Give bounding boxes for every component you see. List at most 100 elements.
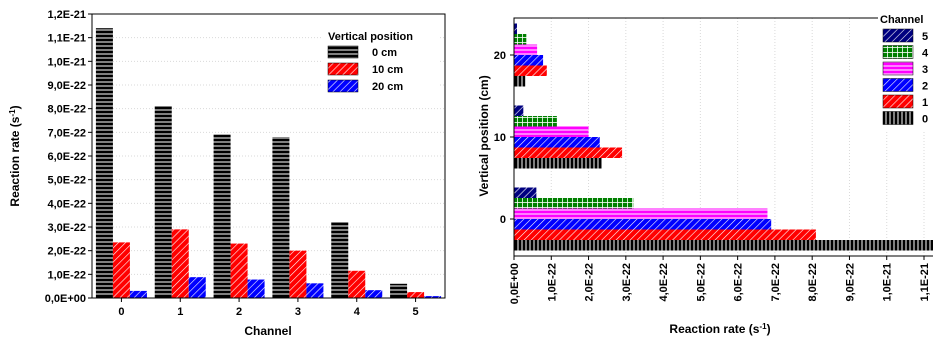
left-y-tick-label: 9,0E-22 xyxy=(47,80,86,92)
left-y-tick-label: 5,0E-22 xyxy=(47,175,86,187)
right-x-tick-label: 7,0E-22 xyxy=(770,263,782,302)
left-legend-label: 10 cm xyxy=(372,64,403,76)
left-x-tick-label: 4 xyxy=(354,306,361,318)
right-bar-ch1-pos10 xyxy=(514,147,623,158)
left-x-tick-label: 2 xyxy=(236,306,242,318)
right-y-ticks: 0 10 20 xyxy=(494,50,514,226)
left-bar-0cm-ch5 xyxy=(390,283,408,298)
right-x-tick-label: 9,0E-22 xyxy=(844,263,856,302)
right-y-axis-label: Vertical position (cm) xyxy=(477,75,491,196)
left-x-ticks: 0 1 2 3 4 5 xyxy=(118,298,419,318)
right-legend-swatch xyxy=(882,78,914,92)
left-bar-20cm-ch4 xyxy=(365,290,383,298)
right-x-tick-label: 5,0E-22 xyxy=(695,263,707,302)
left-x-tick-label: 3 xyxy=(295,306,301,318)
left-legend-label: 20 cm xyxy=(372,81,403,93)
right-x-tick-label: 8,0E-22 xyxy=(807,263,819,302)
left-y-tick-label: 6,0E-22 xyxy=(47,151,86,163)
left-bar-10cm-ch3 xyxy=(289,250,307,298)
right-x-tick-label: 6,0E-22 xyxy=(733,263,745,302)
right-x-tick-label: 1,0E-21 xyxy=(882,263,894,302)
right-bar-ch0-pos20 xyxy=(514,76,526,87)
left-x-axis-label: Channel xyxy=(244,324,291,338)
right-legend-label: 4 xyxy=(922,48,929,60)
right-bar-ch0-pos10 xyxy=(514,158,602,169)
left-y-ticks: 0,0E+00 1,0E-22 2,0E-22 3,0E-22 4,0E-22 5,0E-… xyxy=(45,9,92,305)
left-bar-20cm-ch3 xyxy=(306,283,324,298)
left-y-tick-label: 1,2E-21 xyxy=(47,9,86,21)
right-legend-label: 3 xyxy=(922,64,928,76)
left-x-tick-label: 1 xyxy=(177,306,183,318)
left-bar-20cm-ch2 xyxy=(247,279,265,298)
right-x-tick-label: 0,0E+00 xyxy=(509,263,521,304)
right-bar-ch5-pos20 xyxy=(514,23,517,34)
right-bar-ch4-pos0 xyxy=(514,198,634,209)
left-bar-0cm-ch4 xyxy=(331,222,349,298)
left-bar-0cm-ch0 xyxy=(95,28,113,298)
right-bar-ch3-pos0 xyxy=(514,208,768,219)
left-bar-0cm-ch2 xyxy=(213,134,231,298)
right-bar-ch2-pos10 xyxy=(514,137,600,148)
right-legend-label: 0 xyxy=(922,114,928,126)
left-y-tick-label: 7,0E-22 xyxy=(47,127,86,139)
left-legend-swatch xyxy=(327,79,359,93)
right-legend-swatch xyxy=(882,94,914,109)
left-bar-20cm-ch0 xyxy=(129,290,147,298)
left-bar-0cm-ch1 xyxy=(154,106,172,298)
right-bar-ch2-pos20 xyxy=(514,55,544,66)
right-legend-swatch xyxy=(882,45,914,59)
right-bar-ch1-pos0 xyxy=(514,229,816,240)
left-bar-10cm-ch1 xyxy=(171,229,189,298)
right-bar-ch4-pos20 xyxy=(514,34,527,45)
left-bar-10cm-ch4 xyxy=(348,270,366,298)
right-legend-label: 2 xyxy=(922,81,928,93)
left-x-tick-label: 0 xyxy=(118,306,124,318)
right-legend-swatch xyxy=(882,28,914,43)
right-bar-ch2-pos0 xyxy=(514,219,772,230)
right-bar-ch4-pos10 xyxy=(514,116,557,127)
left-bar-10cm-ch0 xyxy=(112,242,130,298)
left-bar-20cm-ch5 xyxy=(424,296,442,298)
left-legend-items: 0 cm 10 cm 20 cm xyxy=(327,45,403,93)
right-legend: Channel 5 4 3 2 1 0 xyxy=(878,12,933,132)
right-y-tick-label: 0 xyxy=(500,214,506,226)
left-y-tick-label: 1,0E-22 xyxy=(47,269,86,281)
right-bar-ch5-pos0 xyxy=(514,187,537,198)
right-bar-ch0-pos0 xyxy=(514,240,933,251)
right-legend-title: Channel xyxy=(880,14,923,26)
left-legend: Vertical position 0 cm 10 cm 20 cm xyxy=(321,26,440,97)
right-x-tick-label: 1,1E-21 xyxy=(919,263,931,302)
left-legend-title: Vertical position xyxy=(328,31,413,43)
left-bars xyxy=(95,28,442,298)
right-x-tick-label: 2,0E-22 xyxy=(584,263,596,302)
left-y-tick-label: 4,0E-22 xyxy=(47,198,86,210)
left-bar-10cm-ch2 xyxy=(230,243,248,298)
right-legend-swatch xyxy=(882,111,914,125)
right-legend-items: 5 4 3 2 1 0 xyxy=(882,28,929,126)
right-legend-label: 1 xyxy=(922,97,928,109)
right-bars xyxy=(514,23,933,251)
right-bar-ch3-pos10 xyxy=(514,126,589,137)
left-bar-0cm-ch3 xyxy=(272,137,290,298)
left-y-tick-label: 3,0E-22 xyxy=(47,222,86,234)
right-x-tick-label: 3,0E-22 xyxy=(621,263,633,302)
left-y-tick-label: 1,0E-21 xyxy=(47,56,86,68)
right-x-axis-label: Reaction rate (s-1) xyxy=(669,322,770,336)
right-legend-swatch xyxy=(882,61,914,76)
left-y-axis-label: Reaction rate (s-1) xyxy=(8,105,22,206)
right-y-tick-label: 20 xyxy=(494,50,506,62)
left-legend-label: 0 cm xyxy=(372,47,397,59)
left-y-tick-label: 8,0E-22 xyxy=(47,104,86,116)
left-y-tick-label: 2,0E-22 xyxy=(47,246,86,258)
right-bar-ch1-pos20 xyxy=(514,65,547,76)
left-x-tick-label: 5 xyxy=(413,306,419,318)
right-legend-label: 5 xyxy=(922,31,928,43)
left-y-tick-label: 0,0E+00 xyxy=(45,293,86,305)
right-bar-ch5-pos10 xyxy=(514,105,524,116)
right-x-tick-label: 1,0E-22 xyxy=(546,263,558,302)
left-legend-swatch xyxy=(327,45,359,59)
left-y-tick-label: 1,1E-21 xyxy=(47,33,86,45)
left-bar-chart: 0,0E+00 1,0E-22 2,0E-22 3,0E-22 4,0E-22 5,0E-… xyxy=(8,9,446,338)
right-y-tick-label: 10 xyxy=(494,132,506,144)
